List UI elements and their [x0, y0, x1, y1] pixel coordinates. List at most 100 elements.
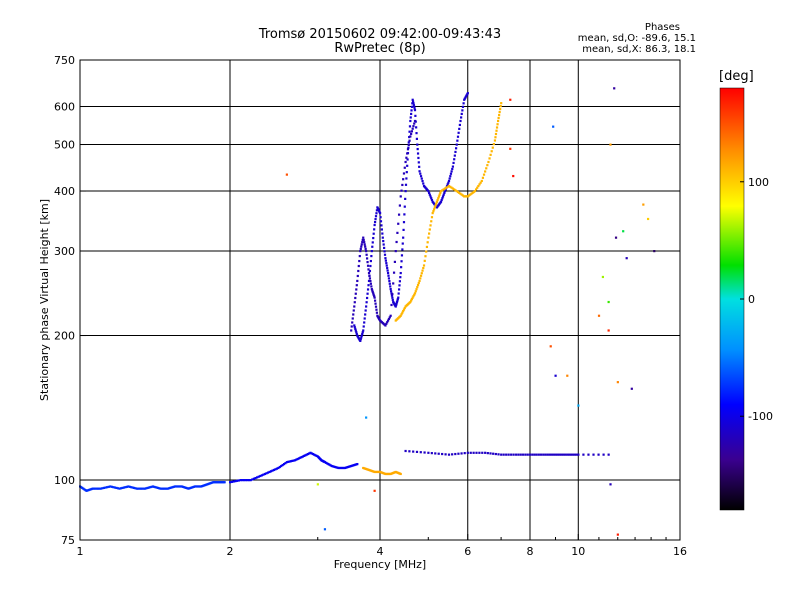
data-point — [275, 467, 279, 470]
data-point — [252, 477, 256, 480]
x-tick-label: 8 — [527, 545, 534, 558]
data-point — [413, 109, 417, 112]
data-point — [147, 486, 151, 489]
x-axis-label: Frequency [MHz] — [334, 558, 426, 571]
data-point — [359, 339, 362, 343]
data-point — [384, 259, 387, 262]
data-point — [395, 303, 398, 307]
data-point — [402, 308, 406, 311]
data-point — [355, 331, 358, 334]
data-point — [442, 193, 445, 196]
data-point — [597, 453, 600, 456]
x-tick-label: 1 — [77, 545, 84, 558]
data-point — [418, 279, 421, 283]
data-point — [407, 146, 410, 149]
data-point — [512, 174, 515, 178]
data-point — [242, 479, 246, 482]
data-point — [391, 296, 394, 299]
data-point — [587, 453, 590, 456]
data-point — [423, 451, 426, 454]
data-point — [386, 269, 389, 272]
data-point — [360, 336, 363, 339]
data-point — [417, 156, 420, 160]
data-point — [441, 195, 445, 198]
data-point — [165, 487, 168, 490]
data-point — [143, 487, 147, 490]
data-point — [234, 480, 237, 483]
data-point — [352, 313, 355, 316]
data-point — [301, 455, 305, 458]
data-point — [316, 483, 319, 486]
data-point — [410, 132, 413, 135]
data-point — [164, 487, 167, 490]
data-point — [459, 119, 462, 123]
data-point — [439, 190, 443, 193]
data-point — [138, 487, 141, 490]
data-point — [372, 232, 375, 235]
data-point — [451, 187, 454, 190]
data-point — [423, 259, 426, 262]
y-tick-label: 400 — [54, 185, 75, 198]
data-point — [412, 450, 415, 453]
data-point — [505, 453, 508, 456]
data-point — [257, 475, 260, 478]
data-point — [371, 245, 374, 248]
data-point — [372, 293, 375, 296]
data-point — [496, 119, 500, 123]
data-point — [443, 191, 446, 195]
data-point — [556, 453, 559, 456]
data-point — [383, 253, 387, 256]
data-point — [499, 108, 502, 111]
data-point — [526, 453, 529, 456]
data-point — [469, 451, 472, 454]
data-point — [495, 129, 498, 132]
data-point — [410, 105, 414, 108]
data-point — [630, 387, 633, 390]
data-point — [386, 271, 390, 275]
data-point — [352, 309, 355, 312]
data-point — [354, 329, 357, 332]
data-point — [389, 285, 392, 288]
data-point — [542, 453, 545, 456]
data-point — [353, 301, 356, 304]
data-point — [263, 472, 267, 476]
data-point — [463, 97, 466, 100]
data-point — [471, 191, 474, 194]
data-point — [335, 466, 338, 469]
data-point — [431, 212, 434, 215]
data-point — [552, 125, 555, 128]
data-point — [406, 152, 409, 155]
data-point — [454, 150, 457, 154]
data-point — [539, 453, 543, 456]
data-point — [554, 374, 557, 377]
data-point — [533, 453, 536, 456]
data-point — [109, 485, 112, 488]
data-point — [408, 450, 411, 453]
data-point — [373, 295, 376, 298]
data-point — [373, 223, 376, 227]
data-point — [413, 122, 416, 125]
data-point — [487, 160, 490, 164]
data-point — [416, 152, 420, 155]
data-point — [95, 487, 98, 490]
data-point — [408, 135, 411, 139]
data-point — [354, 296, 357, 300]
data-point — [484, 170, 487, 173]
data-point — [262, 473, 265, 476]
data-point — [112, 486, 115, 489]
data-point — [566, 374, 569, 377]
data-point — [497, 116, 500, 120]
data-point — [176, 485, 179, 488]
data-point — [131, 486, 134, 489]
data-point — [332, 465, 336, 468]
data-point — [101, 487, 104, 490]
data-point — [374, 305, 378, 308]
data-point — [365, 416, 368, 419]
data-point — [418, 170, 421, 173]
data-point — [411, 100, 415, 103]
data-point — [414, 114, 417, 117]
data-point — [397, 296, 400, 299]
data-point — [494, 452, 497, 456]
data-point — [476, 186, 479, 189]
data-point — [441, 197, 444, 200]
